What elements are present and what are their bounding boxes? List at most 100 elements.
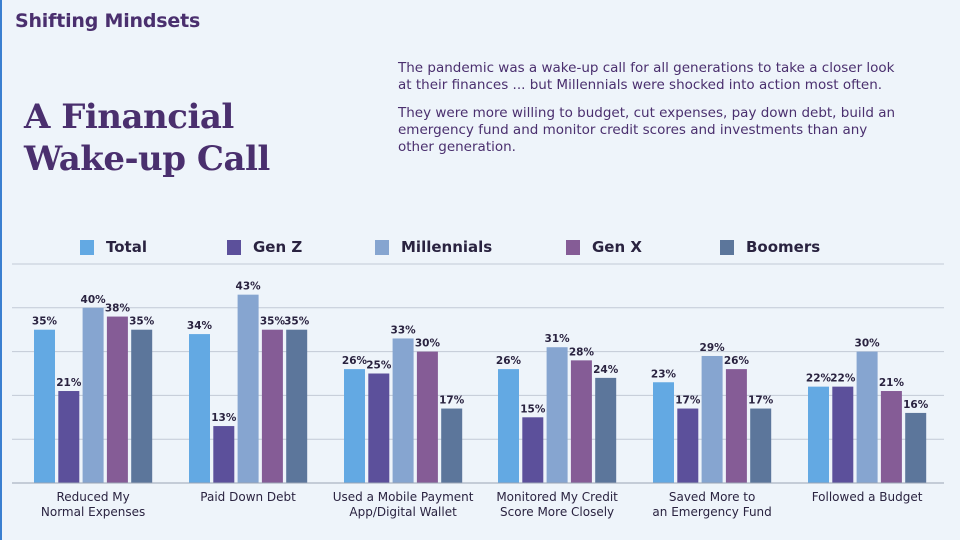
bar <box>237 294 259 483</box>
bar <box>344 369 365 483</box>
category-label: an Emergency Fund <box>652 505 771 519</box>
section-title: Shifting Mindsets <box>15 10 201 32</box>
bar <box>905 412 927 483</box>
data-label: 38% <box>105 303 131 315</box>
data-label: 35% <box>284 316 310 328</box>
intro-paragraph-2: They were more willing to budget, cut ex… <box>398 105 896 155</box>
category-label: Followed a Budget <box>812 490 923 504</box>
bar <box>131 329 153 483</box>
category-label: App/Digital Wallet <box>349 505 457 519</box>
data-label: 26% <box>342 355 368 367</box>
legend-swatch <box>375 239 389 255</box>
bar <box>677 408 699 483</box>
legend-label: Millennials <box>401 238 493 256</box>
data-label: 17% <box>748 395 774 407</box>
bar-group: 22% 22% 30% 21% 16% Followed a Budget <box>806 338 929 504</box>
bar <box>570 360 592 483</box>
data-label: 23% <box>651 368 677 380</box>
bar <box>82 307 104 483</box>
data-label: 17% <box>675 395 701 407</box>
data-label: 26% <box>724 355 750 367</box>
data-label: 30% <box>415 338 441 350</box>
data-label: 35% <box>129 316 155 328</box>
category-label: Monitored My Credit <box>496 490 618 504</box>
category-label: Paid Down Debt <box>200 490 296 504</box>
data-label: 28% <box>569 346 595 358</box>
bar-group: 26% 25% 33% 30% 17% Used a Mobile PaymentApp/… <box>333 324 474 519</box>
category-label: Saved More to <box>669 490 756 504</box>
bar <box>653 382 674 483</box>
bar <box>522 417 544 483</box>
bar <box>368 373 390 483</box>
data-label: 17% <box>439 395 465 407</box>
data-label: 30% <box>855 338 881 350</box>
data-label: 15% <box>520 403 546 415</box>
bar <box>808 386 829 483</box>
bar <box>106 316 128 483</box>
bar <box>725 369 747 483</box>
legend-label: Boomers <box>746 238 821 256</box>
data-label: 31% <box>545 333 571 345</box>
bar <box>880 391 902 483</box>
data-label: 35% <box>32 316 58 328</box>
category-label: Normal Expenses <box>41 505 145 519</box>
bar <box>58 391 80 483</box>
bar <box>498 369 519 483</box>
bar <box>392 338 414 483</box>
legend-item-boomers: Boomers <box>720 236 820 258</box>
intro-text: The pandemic was a wake-up call for all … <box>398 60 898 167</box>
bar <box>832 386 854 483</box>
legend-swatch <box>720 239 734 255</box>
category-label: Reduced My <box>56 490 129 504</box>
bar <box>441 408 463 483</box>
legend-item-millennials: Millennials <box>375 236 492 258</box>
bar <box>261 329 283 483</box>
data-label: 21% <box>56 377 82 389</box>
bar <box>750 408 772 483</box>
data-label: 34% <box>187 320 213 332</box>
data-label: 26% <box>496 355 522 367</box>
bar <box>34 329 55 483</box>
category-label: Score More Closely <box>500 505 614 519</box>
gridlines <box>12 263 944 440</box>
data-label: 25% <box>366 360 392 372</box>
bar-group: 26% 15% 31%28% 24% Monitored My CreditScore … <box>496 333 619 519</box>
bar <box>701 355 723 483</box>
legend-label: Gen Z <box>253 238 303 256</box>
legend-swatch <box>566 239 580 255</box>
data-label: 40% <box>81 294 107 306</box>
data-label: 22% <box>830 373 856 385</box>
chart-legend: Total Gen Z Millennials Gen X Boomers <box>0 236 960 260</box>
legend-item-total: Total <box>80 236 147 258</box>
legend-item-gen-x: Gen X <box>566 236 642 258</box>
data-label: 24% <box>593 364 619 376</box>
bar <box>189 334 210 483</box>
data-label: 22% <box>806 373 832 385</box>
legend-item-gen-z: Gen Z <box>227 236 302 258</box>
page-title: A Financial Wake-up Call <box>24 97 270 179</box>
data-label: 16% <box>903 399 929 411</box>
data-label: 13% <box>211 412 237 424</box>
bar <box>213 426 235 483</box>
data-label: 33% <box>391 324 417 336</box>
data-label: 35% <box>260 316 286 328</box>
category-label: Used a Mobile Payment <box>333 490 474 504</box>
bar <box>546 347 568 483</box>
bar <box>856 351 878 483</box>
data-label: 21% <box>879 377 905 389</box>
legend-label: Gen X <box>592 238 642 256</box>
intro-paragraph-1: The pandemic was a wake-up call for all … <box>398 60 895 93</box>
bar-group: 34% 13% 43% 35% 35% Paid Down Debt <box>187 281 310 504</box>
data-label: 43% <box>236 281 262 293</box>
bar <box>595 377 617 483</box>
data-label: 29% <box>700 342 726 354</box>
bar <box>416 351 438 483</box>
bar <box>286 329 308 483</box>
legend-swatch <box>227 239 241 255</box>
legend-swatch <box>80 239 94 255</box>
legend-label: Total <box>106 238 147 256</box>
